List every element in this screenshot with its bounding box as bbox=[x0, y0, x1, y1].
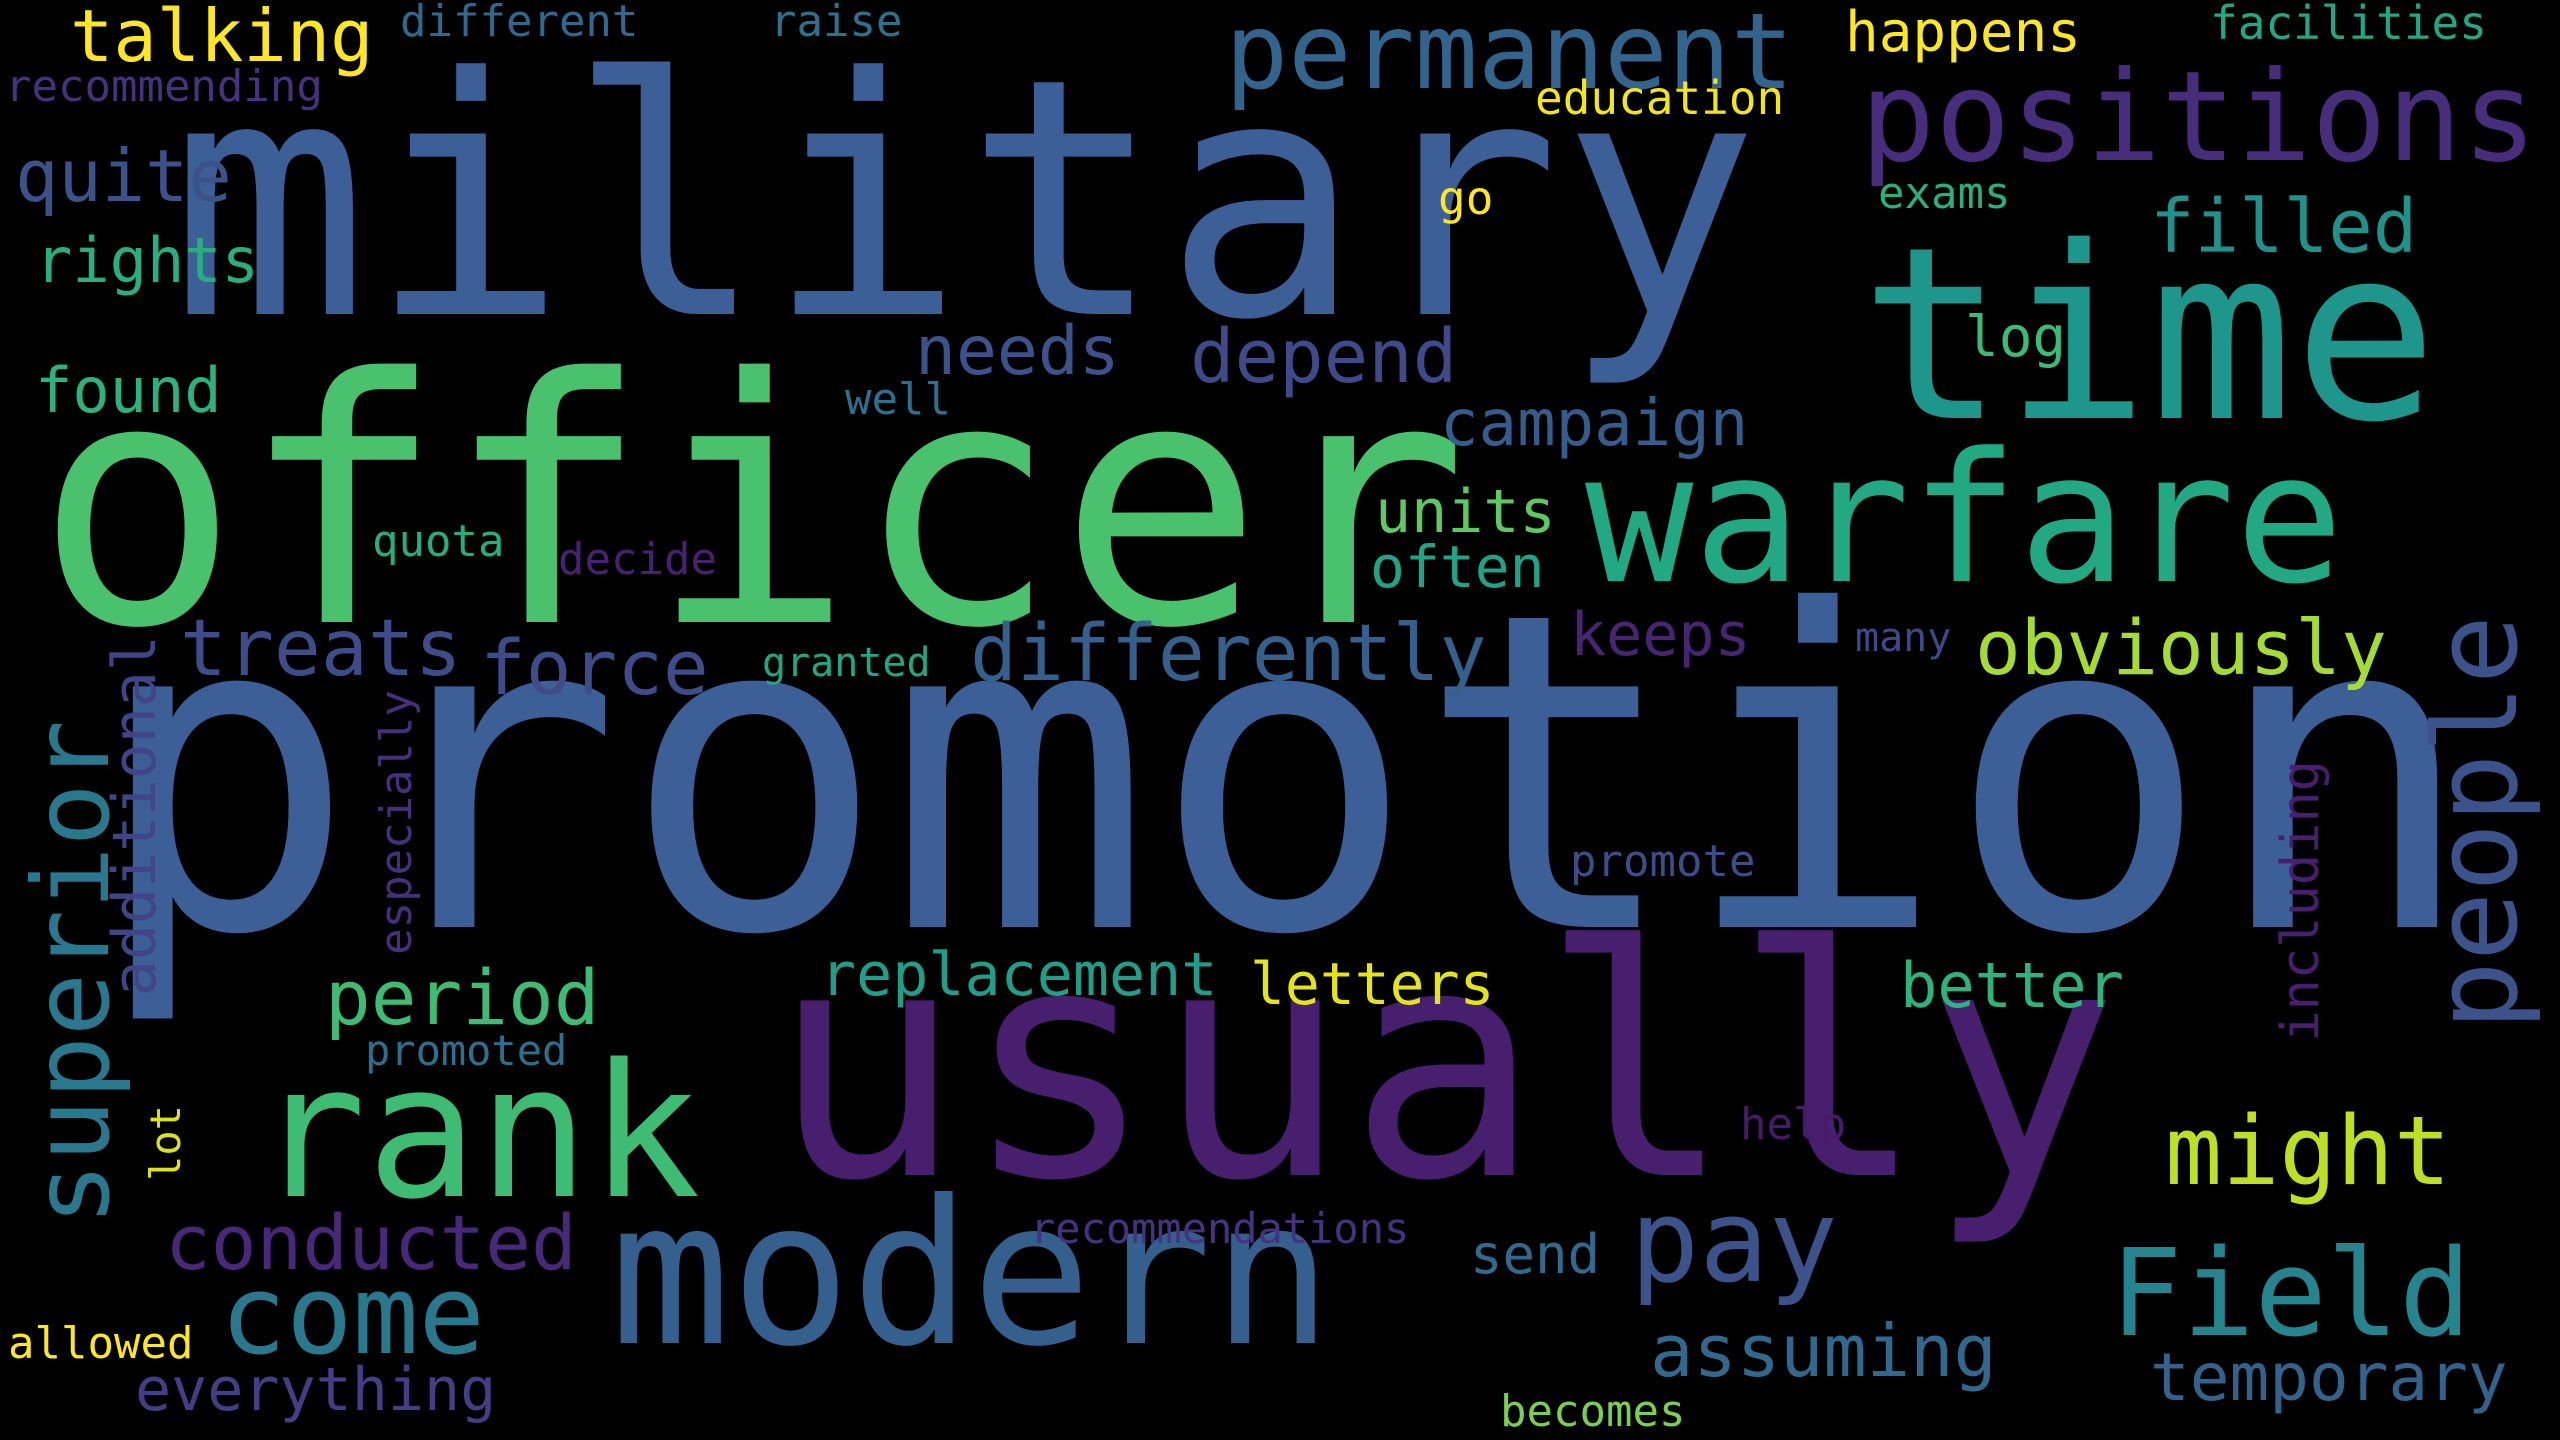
word-education: education bbox=[1535, 71, 1785, 125]
word-rank: rank bbox=[255, 1024, 701, 1240]
word-rights: rights bbox=[35, 224, 259, 297]
word-log: log bbox=[1965, 305, 2067, 370]
word-raise: raise bbox=[770, 0, 903, 47]
word-obviously: obviously bbox=[1975, 603, 2387, 692]
word-officer: officer bbox=[35, 307, 1468, 703]
word-found: found bbox=[35, 354, 222, 427]
word-treats: treats bbox=[180, 604, 462, 694]
word-send: send bbox=[1470, 1223, 1601, 1286]
word-better: better bbox=[1900, 949, 2124, 1022]
word-go: go bbox=[1438, 171, 1494, 225]
word-promote: promote bbox=[1570, 836, 1756, 887]
word-campaign: campaign bbox=[1440, 387, 1749, 461]
word-might: might bbox=[2165, 1097, 2451, 1207]
word-assuming: assuming bbox=[1650, 1309, 1997, 1393]
word-happens: happens bbox=[1845, 0, 2082, 65]
word-period: period bbox=[325, 953, 600, 1042]
word-military: military bbox=[170, 8, 1760, 392]
word-promoted: promoted bbox=[365, 1026, 568, 1075]
word-permanent: permanent bbox=[1225, 0, 1794, 113]
word-letters: letters bbox=[1250, 950, 1495, 1018]
word-especially: especially bbox=[371, 690, 422, 955]
word-differently: differently bbox=[970, 609, 1487, 699]
word-exams: exams bbox=[1878, 168, 2011, 219]
word-additional: additional bbox=[100, 635, 170, 997]
word-often: often bbox=[1370, 533, 1545, 601]
word-come: come bbox=[220, 1251, 485, 1379]
word-people: people bbox=[2410, 615, 2544, 1031]
word-many: many bbox=[1855, 615, 1952, 661]
word-facilities: facilities bbox=[2210, 0, 2487, 50]
word-modern: modern bbox=[610, 1158, 1333, 1391]
word-positions: positions bbox=[1860, 45, 2538, 190]
word-conducted: conducted bbox=[165, 1198, 577, 1287]
word-warfare: warfare bbox=[1585, 415, 2344, 624]
word-time: time bbox=[1860, 195, 2438, 475]
word-replacement: replacement bbox=[820, 940, 1218, 1010]
word-quite: quite bbox=[15, 134, 232, 218]
word-units: units bbox=[1375, 477, 1556, 547]
word-needs: needs bbox=[915, 312, 1120, 391]
word-recommending: recommending bbox=[5, 61, 323, 112]
word-keeps: keeps bbox=[1570, 600, 1751, 670]
word-decide: decide bbox=[558, 534, 717, 585]
word-quota: quota bbox=[372, 516, 505, 567]
word-pay: pay bbox=[1630, 1175, 1838, 1309]
word-promotion: promotion bbox=[92, 519, 2477, 1031]
word-filled: filled bbox=[2150, 184, 2418, 270]
word-temporary: temporary bbox=[2150, 1339, 2508, 1416]
word-help: help bbox=[1740, 1099, 1846, 1150]
word-everything: everything bbox=[135, 1355, 497, 1425]
word-depend: depend bbox=[1190, 314, 1458, 400]
word-including: including bbox=[2271, 760, 2331, 1042]
word-granted: granted bbox=[762, 640, 931, 686]
word-different: different bbox=[400, 0, 639, 47]
word-field: Field bbox=[2110, 1225, 2472, 1364]
word-usually: usually bbox=[770, 879, 2119, 1251]
word-becomes: becomes bbox=[1500, 1386, 1686, 1437]
word-lot: lot bbox=[141, 1105, 190, 1181]
word-allowed: allowed bbox=[8, 1318, 194, 1369]
word-force: force bbox=[480, 623, 709, 712]
word-recommendations: recommendations bbox=[1030, 1204, 1410, 1253]
word-talking: talking bbox=[70, 0, 374, 78]
word-well: well bbox=[845, 374, 951, 425]
